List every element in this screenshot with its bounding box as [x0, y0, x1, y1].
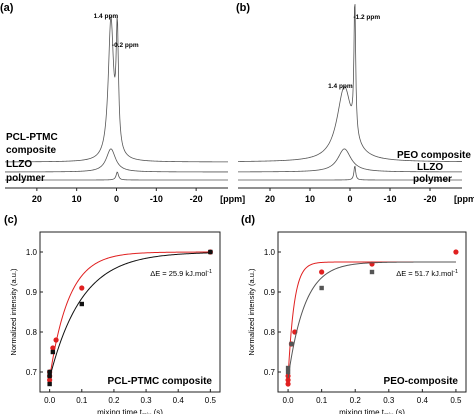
data-point [47, 381, 52, 387]
trace-label: LLZO [6, 159, 32, 170]
data-point [208, 249, 213, 255]
x-axis-label: [ppm] [220, 194, 245, 204]
fit-curve-1 [49, 251, 211, 379]
data-point [53, 337, 59, 343]
trace-label: PCL-PTMC [6, 132, 58, 143]
x-tick-label: 20 [265, 194, 275, 204]
x-tick-label: 0.4 [173, 396, 185, 405]
panel-label: (c) [4, 214, 18, 226]
panel-label: (b) [236, 2, 250, 14]
fit-curve-1 [287, 261, 456, 379]
y-axis-label: Normalized intensity (a.u.) [247, 268, 256, 356]
data-point [79, 285, 85, 291]
trace-label: PEO composite [397, 150, 471, 161]
data-point [319, 269, 325, 275]
y-axis-label: Normalized intensity (a.u.) [9, 268, 18, 356]
x-tick-label: -20 [423, 194, 436, 204]
panel-b-nmr-spectrum: (b) 20 10 0 -10 -20 [ppm] 1.4 ppm -1.2 ppm PEO co… [236, 2, 474, 204]
data-point [47, 369, 52, 375]
y-tick-label: 0.8 [26, 328, 38, 337]
x-tick-label: 0 [114, 194, 119, 204]
y-tick-label: 0.9 [26, 288, 38, 297]
data-point [47, 373, 52, 379]
panel-label: (a) [0, 2, 14, 14]
x-tick-label: -10 [150, 194, 163, 204]
plot-title: PEO-composite [384, 376, 459, 387]
trace-label: LLZO [417, 162, 443, 173]
data-point [369, 269, 375, 275]
x-tick-label: -20 [190, 194, 203, 204]
data-point [289, 341, 294, 347]
panel-d-intensity-plot: (d) 0.0 0.1 0.2 0.3 0.4 0.5 0.7 0.8 0.9 1.0 mixing … [241, 214, 467, 414]
panel-a-nmr-spectrum: (a) 20 10 0 -10 -20 [ppm] 1.4 ppm -0.2 ppm PCL-PT… [0, 2, 245, 204]
x-tick-label: 0.3 [141, 396, 153, 405]
peak-label: -0.2 ppm [112, 42, 139, 49]
y-tick-label: 0.8 [264, 328, 276, 337]
spectrum-trace-2 [238, 148, 462, 173]
trace-label: polymer [413, 174, 452, 185]
x-tick-label: 0.2 [350, 396, 362, 405]
x-tick-label: 20 [32, 194, 42, 204]
x-tick-label: 0.5 [205, 396, 217, 405]
panel-c-intensity-plot: (c) 0.0 0.1 0.2 0.3 0.4 0.5 0.7 0.8 0.9 1.0 mixing … [4, 214, 221, 414]
x-tick-label: 0 [347, 194, 352, 204]
y-tick-label: 0.7 [26, 368, 38, 377]
plot-frame [277, 231, 467, 393]
peak-label: 1.4 ppm [328, 83, 353, 90]
x-tick-label: 0.1 [76, 396, 88, 405]
data-point [285, 381, 291, 387]
x-tick-label: 0.4 [417, 396, 429, 405]
spectrum-trace-1 [4, 16, 228, 163]
x-tick-label: 10 [72, 194, 82, 204]
spectrum-trace-3 [238, 165, 462, 181]
plot-frame [39, 231, 221, 393]
fit-curve-2 [49, 252, 211, 379]
x-tick-label: -10 [383, 194, 396, 204]
y-tick-label: 1.0 [26, 248, 38, 257]
x-axis-label: mixing time tmix (s) [339, 408, 405, 414]
data-point [50, 349, 56, 355]
peak-label: 1.4 ppm [94, 13, 119, 20]
y-tick-label: 1.0 [264, 248, 276, 257]
data-point [453, 249, 459, 255]
data-point [285, 365, 291, 371]
data-point [79, 301, 84, 307]
x-tick-label: 0.5 [450, 396, 462, 405]
x-tick-label: 0.0 [283, 396, 295, 405]
x-tick-label: 0.1 [316, 396, 328, 405]
peak-label: -1.2 ppm [353, 14, 380, 21]
x-tick-label: 10 [305, 194, 315, 204]
y-tick-label: 0.7 [264, 368, 276, 377]
data-point [285, 377, 291, 383]
x-axis-label: mixing time tmix (s) [97, 408, 163, 414]
data-point [369, 261, 375, 267]
data-point [285, 369, 291, 375]
data-point [319, 285, 324, 291]
energy-annotation: ΔE = 25.9 kJ.mol-1 [150, 269, 212, 278]
trace-label: polymer [6, 173, 45, 184]
y-tick-label: 0.9 [264, 288, 276, 297]
trace-label: composite [6, 145, 56, 156]
energy-annotation: ΔE = 51.7 kJ.mol-1 [396, 269, 458, 278]
spectrum-trace-3 [5, 171, 228, 181]
panel-label: (d) [241, 214, 255, 226]
x-tick-label: 0.3 [383, 396, 395, 405]
plot-title: PCL-PTMC composite [108, 376, 213, 387]
spectrum-trace-1 [237, 4, 462, 162]
x-axis-label: [ppm] [454, 194, 474, 204]
spectrum-trace-2 [5, 148, 228, 173]
data-point [50, 345, 56, 351]
fit-curve-2 [287, 261, 456, 379]
x-tick-label: 0.2 [108, 396, 120, 405]
x-tick-label: 0.0 [44, 396, 56, 405]
data-point [47, 377, 53, 383]
